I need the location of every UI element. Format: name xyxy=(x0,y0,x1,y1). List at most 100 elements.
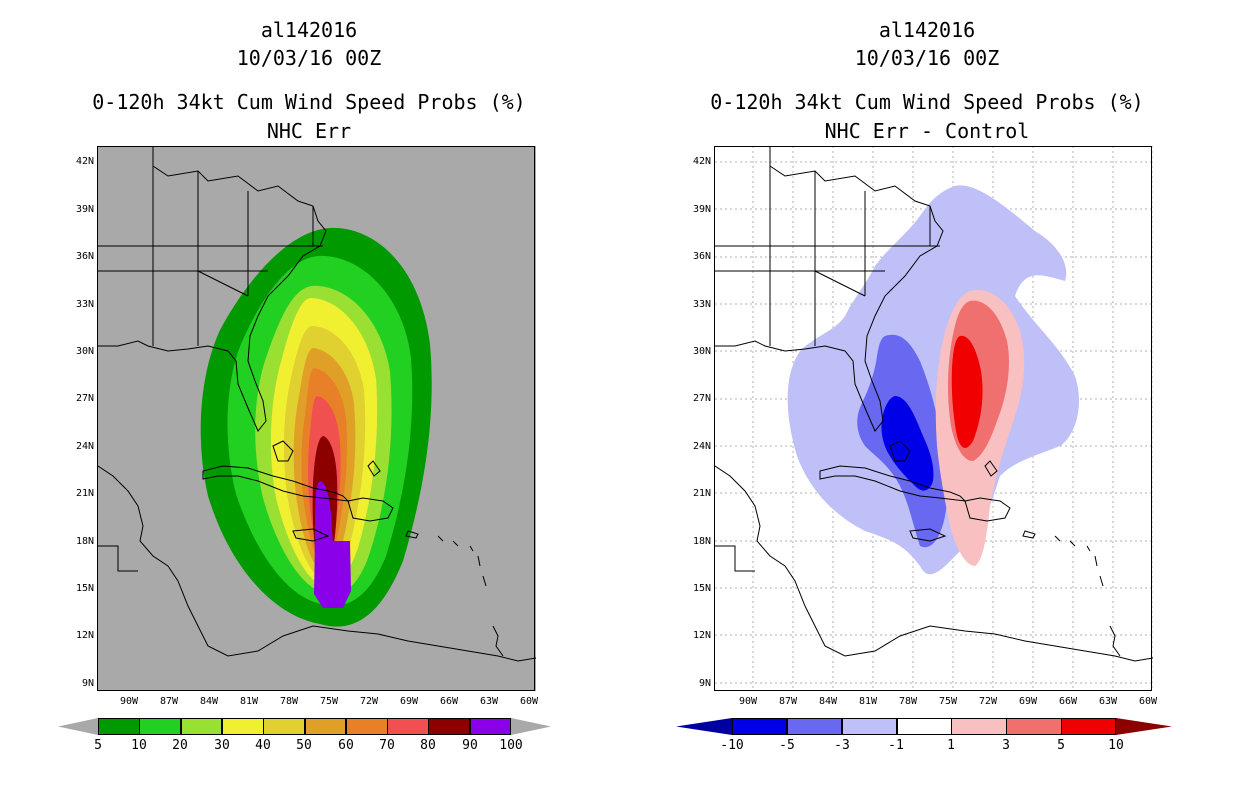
colorbar-right-arrow xyxy=(1116,718,1172,735)
coastlines xyxy=(715,146,1153,662)
y-tick-label: 33N xyxy=(692,299,711,310)
colorbar-box xyxy=(221,718,264,735)
colorbar-box xyxy=(732,718,788,735)
colorbar-box xyxy=(387,718,429,735)
probability-contours xyxy=(200,227,432,627)
colorbar-boxes xyxy=(98,718,512,735)
y-tick-label: 27N xyxy=(692,393,711,404)
colorbar-box xyxy=(951,718,1007,735)
x-tick-label: 63W xyxy=(1098,696,1118,707)
date-title: 10/03/16 00Z xyxy=(854,46,1000,70)
x-tick-label: 81W xyxy=(858,696,878,707)
y-tick-label: 24N xyxy=(692,441,711,452)
y-tick-label: 42N xyxy=(692,156,711,167)
difference-map xyxy=(715,146,1153,691)
x-tick-label: 78W xyxy=(898,696,918,707)
colorbar-label: 1 xyxy=(947,738,955,753)
y-tick-label: 12N xyxy=(75,630,94,641)
colorbar-label: 10 xyxy=(1108,738,1124,753)
colorbar-left-arrow xyxy=(58,718,98,735)
colorbar-label: 90 xyxy=(462,738,478,753)
colorbar-box xyxy=(428,718,471,735)
y-tick-label: 18N xyxy=(75,536,94,547)
x-tick-label: 90W xyxy=(119,696,139,707)
y-tick-label: 30N xyxy=(692,346,711,357)
x-tick-label: 87W xyxy=(159,696,179,707)
diff-contour-minus-5 xyxy=(881,396,934,491)
y-tick-label: 24N xyxy=(75,441,94,452)
y-tick-label: 21N xyxy=(692,488,711,499)
y-tick-label: 9N xyxy=(81,678,94,689)
y-tick-label: 30N xyxy=(75,346,94,357)
x-tick-label: 72W xyxy=(978,696,998,707)
colorbar-box xyxy=(786,718,843,735)
panel-nhc-err: al142016 10/03/16 00Z 0-120h 34kt Cum Wi… xyxy=(58,18,551,753)
colorbar-box xyxy=(304,718,347,735)
colorbar-box xyxy=(1061,718,1117,735)
colorbar-label: 20 xyxy=(172,738,188,753)
y-tick-label: 9N xyxy=(698,678,711,689)
colorbar-label: 70 xyxy=(379,738,395,753)
colorbar-label: 3 xyxy=(1002,738,1010,753)
storm-id-title: al142016 xyxy=(260,18,358,42)
x-tick-label: 75W xyxy=(319,696,339,707)
chart-title: 0-120h 34kt Cum Wind Speed Probs (%) xyxy=(710,90,1144,114)
date-title: 10/03/16 00Z xyxy=(236,46,382,70)
y-tick-label: 15N xyxy=(75,583,94,594)
y-tick-label: 12N xyxy=(692,630,711,641)
colorbar-box xyxy=(469,718,512,735)
colorbar-box xyxy=(345,718,388,735)
x-tick-label: 90W xyxy=(738,696,758,707)
x-tick-label: 63W xyxy=(479,696,499,707)
chart-subtitle: NHC Err - Control xyxy=(824,119,1030,143)
colorbar-label: 100 xyxy=(499,738,523,753)
colorbar-boxes xyxy=(732,718,1117,735)
colorbar-label: 30 xyxy=(214,738,230,753)
probability-map xyxy=(98,146,536,691)
y-tick-label: 18N xyxy=(692,536,711,547)
chart-title: 0-120h 34kt Cum Wind Speed Probs (%) xyxy=(92,90,526,114)
x-tick-label: 60W xyxy=(519,696,539,707)
x-tick-label: 75W xyxy=(938,696,958,707)
x-tick-label: 69W xyxy=(1018,696,1038,707)
x-tick-label: 72W xyxy=(359,696,379,707)
y-tick-label: 33N xyxy=(75,299,94,310)
colorbar-right-arrow xyxy=(511,718,551,735)
y-tick-label: 39N xyxy=(75,204,94,215)
x-tick-label: 81W xyxy=(239,696,259,707)
colorbar-box xyxy=(180,718,223,735)
x-tick-label: 69W xyxy=(399,696,419,707)
x-tick-label: 60W xyxy=(1138,696,1158,707)
colorbar-label: 10 xyxy=(131,738,147,753)
colorbar-box xyxy=(263,718,305,735)
panel-nhc-err-minus-control: al142016 10/03/16 00Z 0-120h 34kt Cum Wi… xyxy=(618,0,1236,800)
y-tick-label: 39N xyxy=(692,204,711,215)
colorbar-box xyxy=(1006,718,1062,735)
colorbar-box xyxy=(841,718,898,735)
difference-contours xyxy=(787,185,1080,575)
colorbar-label: 50 xyxy=(296,738,312,753)
y-tick-label: 36N xyxy=(75,251,94,262)
y-tick-label: 36N xyxy=(692,251,711,262)
x-tick-label: 66W xyxy=(1058,696,1078,707)
colorbar-label: 80 xyxy=(420,738,436,753)
colorbar-box xyxy=(139,718,182,735)
y-tick-label: 15N xyxy=(692,583,711,594)
colorbar-label: -5 xyxy=(779,738,795,753)
diff-contour-plus-5 xyxy=(951,335,983,448)
x-tick-label: 84W xyxy=(818,696,838,707)
colorbar-label: 60 xyxy=(338,738,354,753)
colorbar-label: -1 xyxy=(888,738,904,753)
prob-contour-100 xyxy=(314,541,351,608)
x-tick-label: 66W xyxy=(439,696,459,707)
chart-subtitle: NHC Err xyxy=(266,119,352,143)
x-tick-label: 78W xyxy=(279,696,299,707)
x-tick-label: 84W xyxy=(199,696,219,707)
colorbar-box xyxy=(98,718,140,735)
coastlines xyxy=(98,146,536,662)
colorbar-label: -10 xyxy=(720,738,744,753)
y-tick-label: 42N xyxy=(75,156,94,167)
colorbar-box xyxy=(896,718,952,735)
y-tick-label: 21N xyxy=(75,488,94,499)
y-tick-label: 27N xyxy=(75,393,94,404)
